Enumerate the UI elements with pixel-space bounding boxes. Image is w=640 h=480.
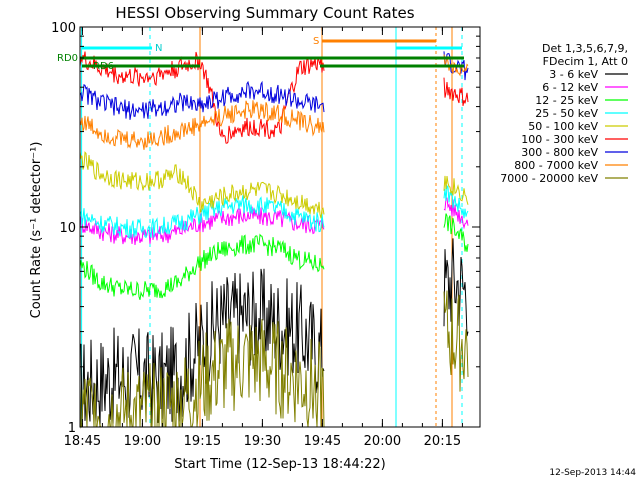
y-tick-label: 1 bbox=[68, 421, 76, 436]
status-bars bbox=[80, 39, 464, 68]
legend-label: 800 - 7000 keV bbox=[514, 159, 598, 172]
legend-title-line-2: FDecim 1, Att 0 bbox=[543, 55, 628, 68]
legend-label: 50 - 100 keV bbox=[528, 120, 598, 133]
legend-label: 6 - 12 keV bbox=[542, 81, 598, 94]
x-tick-label: 19:00 bbox=[124, 434, 161, 449]
series-line-0 bbox=[443, 238, 469, 337]
series-line-8 bbox=[79, 318, 325, 429]
series-line-8 bbox=[443, 290, 469, 392]
series-line-3 bbox=[79, 195, 325, 239]
legend-title-line-1: Det 1,3,5,6,7,9, bbox=[542, 42, 628, 55]
series-line-2 bbox=[79, 233, 325, 300]
series-line-2 bbox=[443, 213, 469, 252]
y-tick-label: 100 bbox=[51, 21, 76, 36]
footer-timestamp: 12-Sep-2013 14:44 bbox=[549, 468, 636, 478]
series-line-7 bbox=[443, 54, 469, 77]
x-tick-label: 19:15 bbox=[184, 434, 221, 449]
legend-label: 12 - 25 keV bbox=[535, 94, 598, 107]
rd6-label: RD6 bbox=[93, 61, 114, 72]
series-line-6 bbox=[79, 80, 325, 120]
axis-ticks: 18:45 19:00 19:15 19:30 19:45 20:00 20:15 1 10 10… bbox=[51, 21, 480, 449]
s-label: S bbox=[313, 36, 319, 47]
legend-label: 300 - 800 keV bbox=[521, 146, 598, 159]
y-tick-label: 10 bbox=[59, 221, 76, 236]
series-line-3 bbox=[443, 184, 469, 219]
legend-label: 7000 - 20000 keV bbox=[500, 172, 598, 185]
x-tick-label: 19:30 bbox=[244, 434, 281, 449]
series-lines bbox=[79, 51, 469, 429]
series-line-1 bbox=[443, 197, 469, 230]
x-tick-label: 18:45 bbox=[64, 434, 101, 449]
legend-label: 100 - 300 keV bbox=[521, 133, 598, 146]
n-label: N bbox=[155, 43, 162, 54]
x-tick-label: 20:15 bbox=[424, 434, 461, 449]
series-line-4 bbox=[443, 175, 469, 205]
legend: Det 1,3,5,6,7,9, FDecim 1, Att 0 3 - 6 k… bbox=[500, 42, 628, 185]
x-axis-label: Start Time (12-Sep-13 18:44:22) bbox=[174, 457, 385, 472]
legend-label: 3 - 6 keV bbox=[549, 68, 598, 81]
x-tick-label: 20:00 bbox=[364, 434, 401, 449]
rdo-label: RD0 bbox=[57, 53, 78, 64]
series-line-7 bbox=[79, 100, 325, 150]
series-line-0 bbox=[79, 268, 325, 428]
legend-label: 25 - 50 keV bbox=[535, 107, 598, 120]
y-axis-label: Count Rate (s⁻¹ detector⁻¹) bbox=[29, 142, 44, 319]
series-line-4 bbox=[79, 151, 325, 219]
x-tick-label: 19:45 bbox=[304, 434, 341, 449]
series-line-5 bbox=[443, 77, 469, 106]
chart-title: HESSI Observing Summary Count Rates bbox=[115, 4, 414, 22]
